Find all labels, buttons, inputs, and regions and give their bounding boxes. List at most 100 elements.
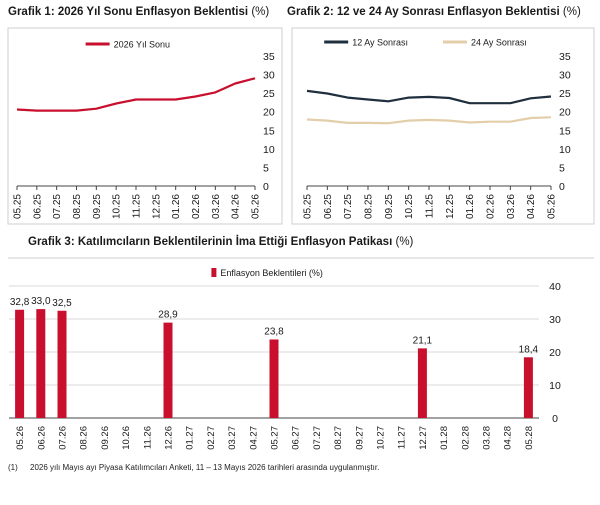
chart2-y-tick-label: 10	[559, 144, 571, 156]
chart1-x-tick-label: 05.25	[13, 194, 24, 219]
chart2-series-line-2	[306, 116, 552, 125]
chart3-title: Grafik 3: Katılımcıların Beklentilerinin…	[28, 236, 413, 248]
chart1-x-tick-label: 09.25	[92, 194, 103, 219]
chart3-bar	[15, 309, 25, 418]
chart3-bar	[36, 309, 46, 418]
chart3-bar	[269, 339, 279, 418]
chart3-legend-swatch	[211, 268, 217, 277]
chart1-title: Grafik 1: 2026 Yıl Sonu Enflasyon Beklen…	[8, 6, 269, 18]
chart3-data-label: 23,8	[264, 326, 284, 337]
footnote: (1) 2026 yılı Mayıs ayı Piyasa Katılımcıl…	[8, 463, 379, 472]
chart3-x-tick-label: 12.26	[164, 426, 175, 450]
chart3-bar	[163, 322, 173, 418]
chart2-title-text: Grafik 2: 12 ve 24 Ay Sonrası Enflasyon …	[287, 6, 560, 18]
chart1-x-tick-label: 11.25	[132, 194, 143, 219]
chart3-x-tick-label: 09.27	[354, 426, 365, 450]
chart3-x-tick-label: 08.26	[79, 426, 90, 450]
chart2-x-tick-label: 07.25	[343, 194, 354, 219]
chart2-frame	[291, 27, 595, 225]
chart1-y-tick-label: 10	[263, 144, 275, 156]
chart3-x-tick-label: 07.27	[312, 426, 323, 450]
chart3-title-text: Grafik 3: Katılımcıların Beklentilerinin…	[28, 236, 393, 248]
chart3-bar	[57, 310, 67, 418]
chart2-y-tick-label: 25	[559, 88, 571, 100]
chart3-x-tick-label: 01.27	[185, 426, 196, 450]
chart3-x-tick-label: 06.27	[291, 426, 302, 450]
chart3-x-tick-label: 09.26	[100, 426, 111, 450]
chart3-x-tick-label: 10.26	[121, 426, 132, 450]
chart2-x-tick-label: 02.26	[486, 194, 497, 219]
chart3-x-tick-label: 05.28	[524, 426, 535, 450]
chart2-y-tick-label: 20	[559, 107, 571, 119]
chart1-y-tick-label: 25	[263, 88, 275, 100]
chart1-x-tick-label: 05.26	[251, 194, 262, 219]
chart3-x-tick-label: 11.27	[397, 426, 408, 449]
chart3-title-unit: (%)	[395, 236, 414, 248]
chart1-y-tick-label: 15	[263, 125, 275, 137]
chart3-y-tick-label: 10	[549, 380, 561, 392]
chart3-x-tick-label: 07.26	[58, 426, 69, 450]
chart3-x-tick-label: 04.28	[503, 426, 514, 450]
chart3-bar	[523, 357, 533, 418]
chart2-x-tick-label: 05.26	[547, 194, 558, 219]
chart1-legend-label-1: 2026 Yıl Sonu	[114, 40, 170, 50]
chart3-data-label: 32,5	[52, 298, 72, 309]
chart2-y-tick-label: 35	[559, 51, 571, 63]
chart1-frame	[7, 27, 283, 225]
chart3-x-tick-label: 08.27	[333, 426, 344, 450]
chart3-x-tick-label: 12.27	[418, 426, 429, 450]
chart3-x-tick-label: 03.27	[227, 426, 238, 450]
chart1-title-text: Grafik 1: 2026 Yıl Sonu Enflasyon Beklen…	[8, 6, 249, 18]
chart3-x-tick-label: 11.26	[142, 426, 153, 449]
chart3-y-tick-label: 20	[549, 347, 561, 359]
chart1-y-tick-label: 0	[263, 181, 269, 193]
chart1-y-tick-label: 5	[263, 162, 269, 174]
footnote-number: (1)	[8, 463, 18, 472]
chart3-x-tick-label: 02.27	[206, 426, 217, 450]
chart3-data-label: 33,0	[31, 296, 51, 307]
chart2-x-tick-label: 10.25	[404, 194, 415, 219]
chart3-legend-label: Enflasyon Beklentileri (%)	[220, 268, 323, 278]
chart3-bar	[417, 348, 427, 418]
chart2-legend-label-2: 24 Ay Sonrası	[471, 38, 527, 48]
chart1-y-tick-label: 30	[263, 70, 275, 82]
chart3-x-tick-label: 04.27	[248, 426, 259, 450]
chart1-x-tick-label: 01.26	[171, 194, 182, 219]
chart3-x-tick-label: 02.28	[460, 426, 471, 450]
chart3-y-tick-label: 0	[552, 413, 558, 425]
chart3-x-tick-label: 05.26	[15, 426, 26, 450]
chart3-x-tick-label: 06.26	[36, 426, 47, 450]
chart1-y-tick-label: 35	[263, 51, 275, 63]
chart2-legend-label-1: 12 Ay Sonrası	[352, 38, 408, 48]
chart2-title-unit: (%)	[562, 6, 581, 18]
chart3-x-tick-label: 01.28	[439, 426, 450, 450]
chart3-x-tick-label: 10.27	[376, 426, 387, 450]
chart1-title-unit: (%)	[251, 6, 270, 18]
chart2-x-tick-label: 08.25	[364, 194, 375, 219]
chart2-y-tick-label: 30	[559, 70, 571, 82]
chart1-x-tick-label: 03.26	[211, 194, 222, 219]
chart1-x-tick-label: 06.25	[32, 194, 43, 219]
chart3-y-tick-label: 30	[549, 314, 561, 326]
chart2-x-tick-label: 04.26	[526, 194, 537, 219]
chart1-x-tick-label: 07.25	[52, 194, 63, 219]
chart1-series-line-1	[16, 77, 256, 112]
chart3-data-label: 18,4	[519, 344, 539, 355]
chart3-x-tick-label: 03.28	[482, 426, 493, 450]
chart2-title: Grafik 2: 12 ve 24 Ay Sonrası Enflasyon …	[287, 6, 581, 18]
chart1-x-tick-label: 10.25	[112, 194, 123, 219]
chart1-y-tick-label: 20	[263, 107, 275, 119]
chart2-series-line-1	[306, 89, 552, 105]
chart3-data-label: 28,9	[158, 310, 178, 321]
chart2-x-tick-label: 06.25	[323, 194, 334, 219]
chart3-y-tick-label: 40	[549, 281, 561, 293]
chart2-y-tick-label: 5	[559, 162, 565, 174]
chart1-x-tick-label: 12.25	[151, 194, 162, 219]
chart2-x-tick-label: 12.25	[445, 194, 456, 219]
chart1-x-tick-label: 08.25	[72, 194, 83, 219]
chart2-y-tick-label: 0	[559, 181, 565, 193]
chart1-x-tick-label: 02.26	[191, 194, 202, 219]
